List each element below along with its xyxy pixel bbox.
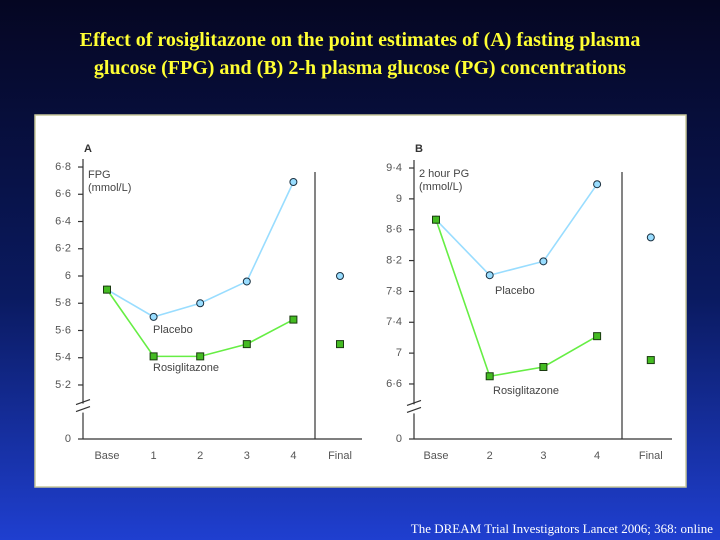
- x-tick-label: 2: [197, 450, 203, 462]
- y-tick-label: 6: [65, 270, 71, 282]
- marker: [593, 332, 602, 341]
- y-tick-label: 6·8: [55, 161, 71, 173]
- y-tick-label: 6·6: [55, 188, 71, 200]
- x-tick-label: Final: [328, 450, 352, 462]
- marker: [646, 233, 655, 242]
- x-tick-label: Base: [423, 450, 448, 462]
- marker: [149, 312, 158, 321]
- x-tick-label: 4: [594, 450, 600, 462]
- marker: [485, 271, 494, 280]
- axis-break: [406, 406, 422, 413]
- marker: [539, 257, 548, 266]
- y-tick-label: 9: [396, 193, 402, 205]
- y-tick-label: 9·4: [386, 162, 402, 174]
- marker: [242, 277, 251, 286]
- x-tick-label: 3: [540, 450, 546, 462]
- y-tick-label: 5·2: [55, 379, 71, 391]
- slide-title: glucose (FPG) and (B) 2-h plasma glucose…: [94, 57, 626, 79]
- marker: [336, 340, 344, 349]
- marker: [103, 285, 111, 294]
- source: The DREAM Trial Investigators Lancet 200…: [411, 521, 713, 536]
- x-tick-label: Final: [639, 450, 663, 462]
- series-line: [435, 219, 598, 378]
- series-label: Rosiglitazone: [493, 385, 559, 397]
- y-tick-label: 0: [396, 433, 402, 445]
- figure-panel: [34, 114, 687, 488]
- y-tick-label: 8·2: [386, 254, 402, 266]
- x-tick-label: 3: [244, 450, 250, 462]
- y-tick-label: 6·2: [55, 243, 71, 255]
- marker: [196, 352, 205, 361]
- y-tick-label: 6·4: [55, 215, 71, 227]
- y-tick-label: 5·6: [55, 324, 71, 336]
- axis-break: [75, 399, 91, 406]
- y-axis-label: (mmol/L): [419, 181, 462, 193]
- marker: [289, 315, 298, 324]
- series-label: Rosiglitazone: [153, 362, 219, 374]
- y-tick-label: 7: [396, 347, 402, 359]
- series-line: [435, 183, 598, 277]
- x-tick-label: 4: [290, 450, 296, 462]
- marker: [646, 356, 655, 365]
- x-tick-label: Base: [94, 450, 119, 462]
- panel-label: B: [415, 143, 423, 155]
- panel-label: A: [84, 143, 92, 155]
- y-tick-label: 7·8: [386, 285, 402, 297]
- y-tick-label: 8·6: [386, 224, 402, 236]
- y-tick-label: 6·6: [386, 378, 402, 390]
- y-axis-label: 2 hour PG: [419, 168, 469, 180]
- series-label: Placebo: [495, 285, 535, 297]
- marker: [196, 299, 205, 308]
- marker: [336, 272, 344, 280]
- x-tick-label: 2: [487, 450, 493, 462]
- slide-title: Effect of rosiglitazone on the point est…: [80, 29, 641, 51]
- marker: [149, 352, 158, 361]
- marker: [593, 180, 602, 189]
- y-tick-label: 0: [65, 433, 71, 445]
- y-axis-label: (mmol/L): [88, 182, 131, 194]
- axis-break: [75, 406, 91, 413]
- marker: [289, 178, 298, 187]
- series-label: Placebo: [153, 324, 193, 336]
- y-tick-label: 5·4: [55, 352, 71, 364]
- y-tick-label: 7·4: [386, 316, 402, 328]
- y-tick-label: 5·8: [55, 297, 71, 309]
- marker: [485, 372, 494, 381]
- x-tick-label: 1: [151, 450, 157, 462]
- marker: [432, 215, 440, 224]
- y-axis-label: FPG: [88, 169, 111, 181]
- axis-break: [406, 399, 422, 406]
- marker: [242, 340, 251, 349]
- marker: [539, 363, 548, 372]
